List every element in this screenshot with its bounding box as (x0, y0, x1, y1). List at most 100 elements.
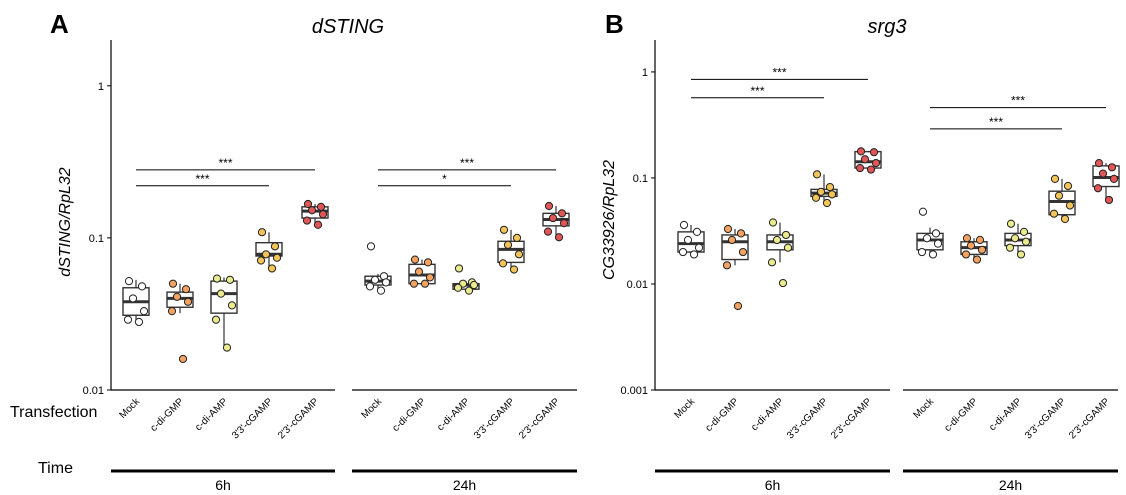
panel-b-group-24h-box-point (1021, 237, 1031, 246)
panel-b-group-24h-category-label: 2'3'-cGAMP (1067, 396, 1112, 441)
panel-b-y-tick-label: 0.001 (620, 385, 648, 397)
panel-a-group-6h-box-point (183, 297, 193, 306)
panel-b-group-6h-box-point (722, 261, 732, 270)
panel-b-group-24h-box-point (1054, 191, 1064, 200)
panel-a-group-6h-box-point (272, 253, 282, 262)
panel-a-group-24h-category-label: 3'3'-cGAMP (472, 396, 517, 441)
panel-b-group-24h-time-label: 24h (999, 477, 1022, 493)
panel-b-group-24h-box-point (1005, 243, 1015, 252)
panel-b-group-24h-box-point (1016, 250, 1026, 259)
panel-a-group-24h-box-point (498, 259, 508, 268)
panel-b-group-6h-category-label: Mock (672, 396, 697, 421)
panel-a-group-24h-significance-label: *** (460, 156, 474, 170)
panel-b-group-24h-box-point (1010, 234, 1020, 243)
panel-b-group-24h-category-label: c-di-AMP (987, 396, 1024, 433)
panel-b-group-6h-box-point (689, 250, 699, 259)
panel-b-group-24h-box-point (1050, 174, 1060, 183)
panel-b-group-6h-box-point (811, 193, 821, 202)
panel-b-group-6h-box-point (772, 235, 782, 245)
panel-b-group-24h-box-point (1065, 201, 1075, 210)
panel-a-group-24h-box-point (469, 280, 479, 290)
panel-a-group-24h-box-point (366, 242, 376, 251)
panel-a-group-6h-box-point (316, 202, 326, 211)
panel-b-group-6h-box-point (768, 218, 778, 227)
panel-a-group-24h-box-point (410, 255, 420, 264)
panel-b-group-6h-box-point (727, 235, 737, 245)
panel-b-group-6h-box-point (679, 220, 689, 230)
panel-a-group-6h-box-point (302, 216, 312, 225)
panel-a-group-24h-box-point (409, 279, 419, 288)
panel-a-group-6h-box-point (318, 210, 328, 219)
panel-b-group-6h-box-point (783, 243, 793, 252)
panel-b-group-6h-box-point (767, 258, 777, 267)
panel-a-y-axis-label: dSTING/RpL32 (57, 167, 74, 276)
panel-a-group-24h-box-point (499, 225, 509, 234)
panel-a-y-tick-label: 0.01 (83, 385, 104, 397)
panel-b-group-24h-box-point (1098, 169, 1108, 178)
panel-a-group-6h-box-point (257, 228, 267, 237)
panel-b-group-24h-box-point (1060, 214, 1070, 224)
panel-b-group-6h-box-point (812, 170, 822, 179)
panel-b-group-24h-significance-label: *** (989, 115, 1003, 129)
panel-b-letter: B (605, 9, 624, 39)
panel-a-group-6h-category-label: c-di-AMP (193, 396, 230, 433)
panel-b-group-6h-box-point (822, 198, 832, 208)
panel-b-group-6h-box-point (825, 182, 835, 192)
panel-a-group-6h-box-point (123, 315, 133, 324)
panel-a-group-24h-box-point (381, 278, 391, 287)
panel-b-group-6h-significance-label: *** (750, 84, 764, 98)
panel-b-group-24h-box-point (928, 250, 938, 259)
panel-a-group-24h-box-point (543, 227, 553, 236)
panel-a-group-6h-box-point (256, 256, 266, 265)
panel-a-group-24h-box-point (376, 286, 386, 295)
panel-b-group-24h-box-point (922, 234, 932, 243)
panel-a-group-24h-category-label: c-di-GMP (390, 396, 428, 434)
panel-b-group-6h-category-label: c-di-AMP (749, 396, 786, 433)
panel-a-group-24h-box-point (512, 233, 522, 242)
panel-a-group-6h-box-point (168, 279, 178, 288)
panel-a-y-tick-label: 0.1 (89, 233, 104, 245)
panel-b-group-6h-box-point (871, 159, 881, 168)
panel-a-group-6h-box-point (303, 199, 313, 209)
panel-b-group-6h-category-label: c-di-GMP (703, 396, 741, 434)
panel-b-group-6h-box-point (778, 278, 788, 288)
panel-a-group-6h-box-point (124, 276, 134, 286)
panel-a-group-24h-box-point (559, 219, 569, 228)
panel-a-group-6h-category-label: Mock (117, 396, 142, 421)
panel-a-group-24h-box-point (509, 265, 519, 274)
panel-b-y-tick-label: 1 (642, 67, 648, 79)
panel-b-group-6h-time-label: 6h (765, 477, 781, 493)
panel-b-group-6h-box-point (866, 165, 876, 174)
panel-b-group-24h-box-point (975, 235, 985, 245)
panel-b-group-24h-category-label: 3'3'-cGAMP (1023, 396, 1068, 441)
panel-a-group-24h-box-point (454, 264, 464, 273)
panel-a-group-24h-time-label: 24h (453, 477, 476, 493)
panel-a-time-label: Time (38, 460, 73, 477)
panel-b-group-6h-category-label: 3'3'-cGAMP (785, 396, 830, 441)
panel-b-group-6h-box-point (692, 227, 702, 236)
panel-b-group-24h-box-point (917, 247, 927, 257)
panel-a-group-6h-box-point (307, 206, 317, 215)
panel-a-group-6h-significance-label: *** (195, 172, 209, 186)
panel-b-y-tick-label: 0.1 (633, 173, 648, 185)
panel-a-group-6h-box-point (134, 317, 144, 327)
panel-a-group-24h-box-point (544, 201, 554, 211)
panel-b-group-24h-box-point (966, 241, 976, 250)
panel-b-group-6h-box-point (816, 187, 826, 196)
panel-a-group-6h-significance-label: *** (218, 156, 232, 170)
panel-a-group-6h-box-point (267, 264, 277, 273)
panel-a-group-24h-box-point (414, 267, 424, 276)
panel-b-group-6h-box-point (856, 147, 866, 156)
panel-a-group-6h-box-point (216, 289, 226, 298)
panel-b-group-24h-box-point (918, 207, 928, 216)
panel-a-group-6h-box-point (172, 292, 182, 301)
panel-b-group-6h-significance-label: *** (772, 65, 786, 79)
panel-a-group-6h-box-point (139, 307, 149, 316)
panel-b-group-24h-box-point (1107, 163, 1117, 172)
panel-b-group-24h-box-point (962, 234, 972, 243)
panel-a-group-6h-box-point (137, 282, 147, 291)
panel-a-group-24h-box-point (554, 233, 564, 242)
panel-b-group-6h-box-point (869, 148, 879, 157)
panel-b-y-tick-label: 0.01 (627, 279, 648, 291)
panel-b-group-6h-box-point (855, 163, 865, 173)
